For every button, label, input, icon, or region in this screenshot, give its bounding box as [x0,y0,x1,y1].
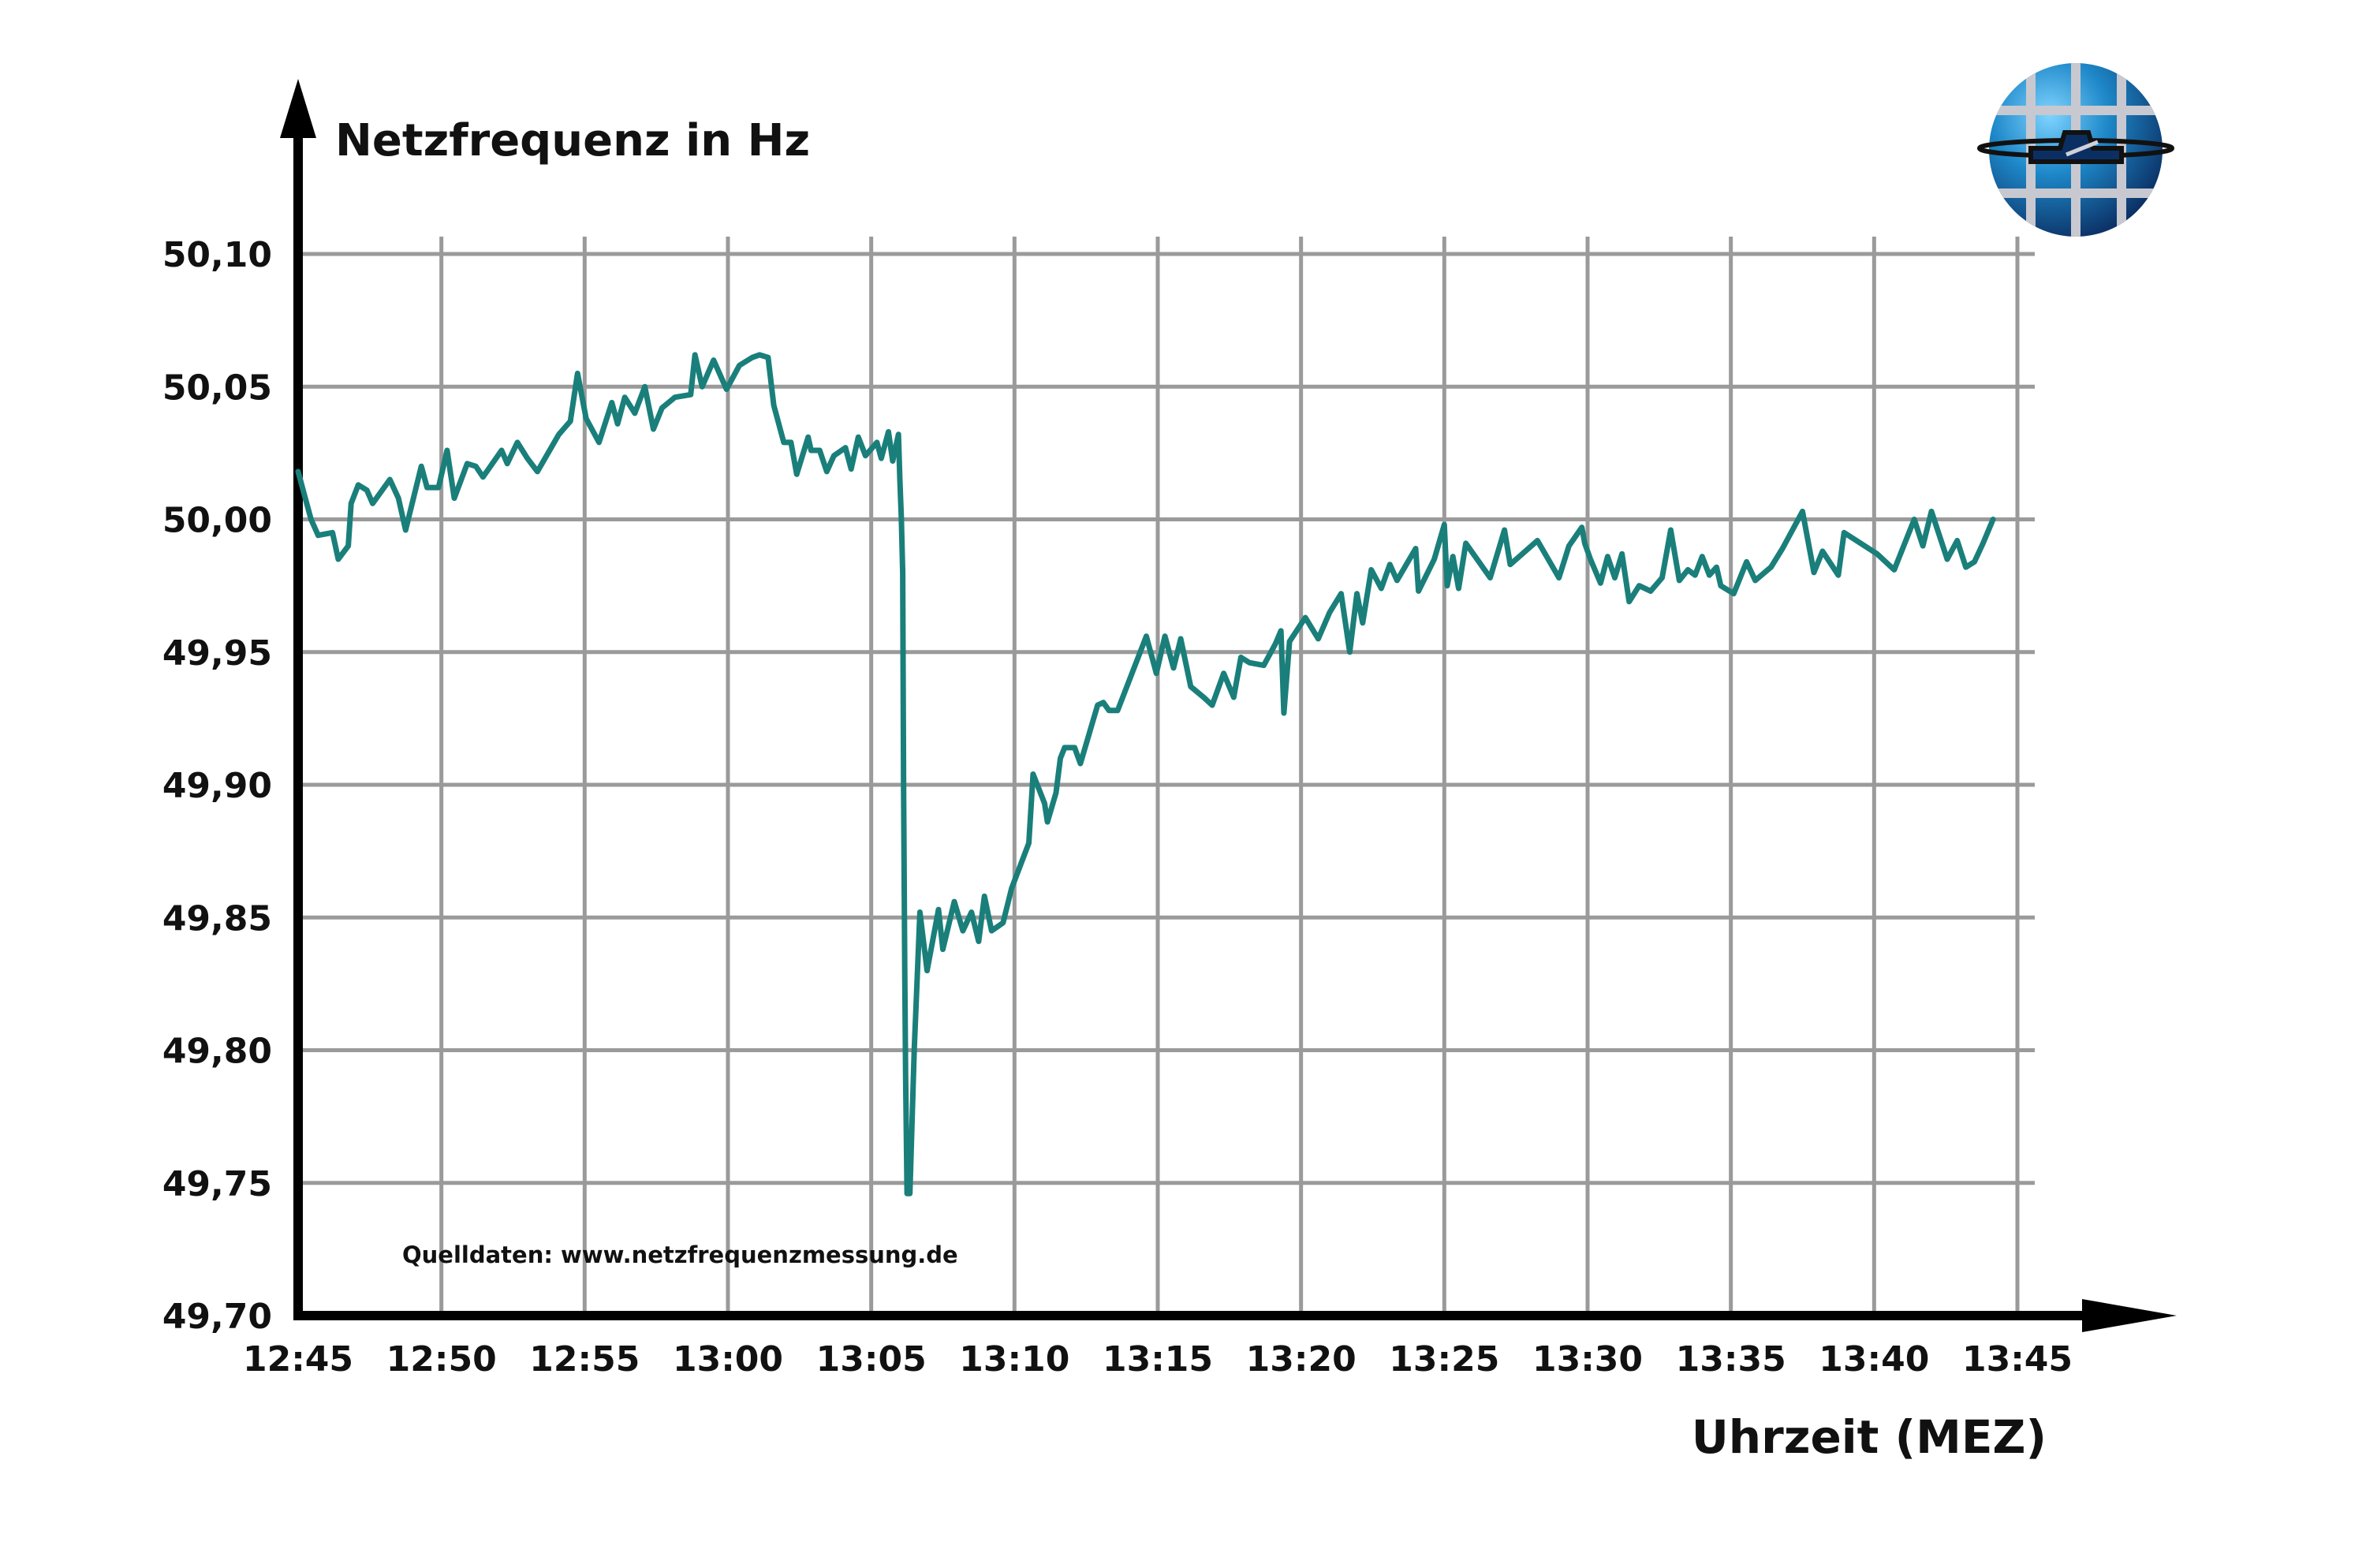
y-tick-label: 49,75 [162,1164,272,1204]
x-axis-arrow [2082,1299,2177,1332]
frequency-series-line [295,352,1996,1197]
x-tick-label: 13:40 [1819,1339,1929,1379]
x-tick-label: 12:45 [243,1339,353,1379]
y-tick-label: 49,90 [162,766,272,806]
y-tick-labels: 50,10 50,05 50,00 49,95 49,90 49,85 49,80 49,75… [162,235,272,1337]
y-tick-label: 49,80 [162,1032,272,1072]
y-tick-label: 49,70 [162,1297,272,1337]
x-tick-label: 13:35 [1676,1339,1786,1379]
x-tick-label: 13:05 [816,1339,927,1379]
globe-logo [1977,63,2174,237]
source-note: Quelldaten: www.netzfrequenzmessung.de [402,1241,958,1268]
y-axis-arrow [280,79,316,138]
x-tick-label: 12:50 [386,1339,497,1379]
x-tick-label: 13:00 [673,1339,783,1379]
axes [280,79,2177,1332]
x-tick-labels: 12:45 12:50 12:55 13:00 13:05 13:10 13:15 13:20… [243,1339,2073,1379]
grid [298,237,2035,1316]
x-tick-label: 13:15 [1103,1339,1213,1379]
y-tick-label: 49,95 [162,633,272,674]
y-tick-label: 50,05 [162,368,272,408]
y-tick-label: 49,85 [162,898,272,939]
x-tick-label: 13:25 [1389,1339,1499,1379]
x-tick-label: 12:55 [529,1339,640,1379]
x-tick-label: 13:30 [1532,1339,1643,1379]
x-axis-label: Uhrzeit (MEZ) [1692,1410,2047,1464]
x-tick-label: 13:20 [1246,1339,1357,1379]
y-tick-label: 50,00 [162,501,272,541]
y-tick-label: 50,10 [162,235,272,275]
y-axis-label: Netzfrequenz in Hz [335,115,810,166]
x-tick-label: 13:45 [1962,1339,2073,1379]
x-tick-label: 13:10 [959,1339,1069,1379]
